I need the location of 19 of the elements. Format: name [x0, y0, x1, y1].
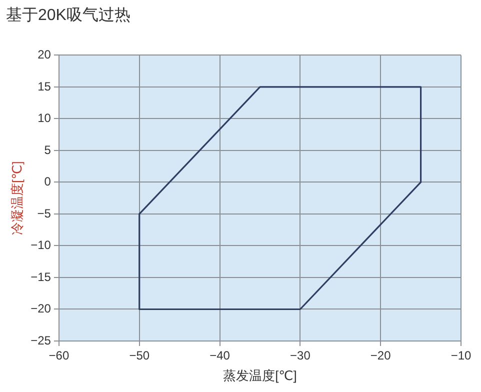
x-tick-label: −50: [129, 348, 150, 363]
y-tick-label: −15: [30, 270, 52, 284]
y-tick-label: 15: [38, 79, 52, 94]
y-tick-label: −25: [30, 333, 52, 348]
y-tick-label: 0: [44, 174, 52, 189]
x-axis-title: 蒸发温度[℃]: [223, 368, 297, 383]
x-tick-label: −20: [370, 348, 392, 363]
y-tick-label: 10: [38, 111, 52, 126]
y-axis-title: 冷凝温度[℃]: [9, 161, 24, 236]
x-tick-label: −10: [450, 348, 472, 363]
chart-title: 基于20K吸气过热: [6, 6, 130, 24]
x-tick-label: −30: [290, 348, 311, 363]
y-tick-label: 20: [38, 48, 52, 62]
x-tick-label: −60: [48, 348, 70, 363]
y-tick-label: 5: [44, 142, 52, 157]
y-tick-label: −5: [37, 206, 52, 220]
y-tick-label: −10: [30, 238, 52, 252]
x-tick-label: −40: [210, 348, 230, 363]
y-tick-label: −20: [30, 302, 52, 316]
